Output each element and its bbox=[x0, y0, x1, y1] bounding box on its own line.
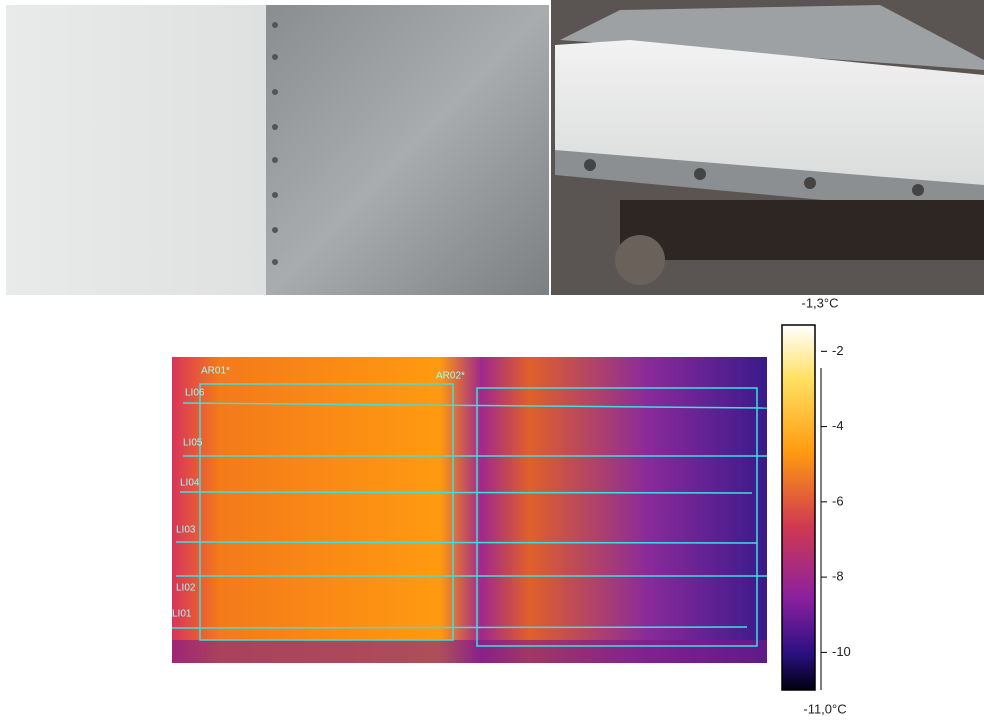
colorbar-min-label: -11,0°C bbox=[803, 701, 846, 716]
area-label: AR01* bbox=[201, 366, 230, 377]
colorbar-tick-label: -6 bbox=[832, 493, 844, 508]
colorbar-max-label: -1,3°C bbox=[802, 295, 839, 310]
thermal-image: AR01* AR02* LI06 LI05 LI04 LI03 LI02 LI0… bbox=[171, 357, 768, 663]
colorbar-tick-label: -10 bbox=[832, 644, 851, 659]
line-label: LI05 bbox=[183, 438, 203, 449]
line-label: LI06 bbox=[185, 388, 205, 399]
colorbar-tick-label: -4 bbox=[832, 418, 844, 433]
line-label: LI04 bbox=[180, 478, 200, 489]
colorbar bbox=[781, 324, 816, 691]
colorbar-tick-label: -2 bbox=[832, 343, 844, 358]
photo-left bbox=[6, 5, 549, 295]
line-label: LI03 bbox=[176, 525, 196, 536]
line-label: LI02 bbox=[176, 583, 196, 594]
photo-right bbox=[551, 0, 984, 295]
area-label: AR02* bbox=[436, 371, 465, 382]
line-label: LI01 bbox=[172, 609, 192, 620]
colorbar-tick-label: -8 bbox=[832, 569, 844, 584]
